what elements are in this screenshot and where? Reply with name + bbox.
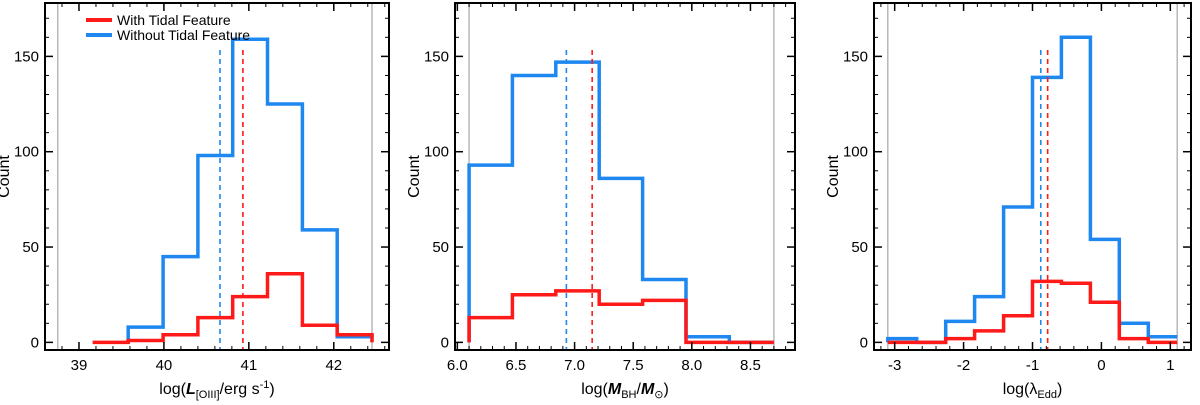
y-tick-label: 150 bbox=[843, 48, 868, 65]
x-tick-label: 7.0 bbox=[564, 357, 585, 374]
x-tick-label: 6.5 bbox=[506, 357, 527, 374]
panel-2: 6.0 6.5 7.0 7.5 8.0 8.5050100150Countlog(MBH/… bbox=[406, 2, 796, 401]
x-label-prefix: log( bbox=[581, 381, 608, 398]
x-tick-label: 0 bbox=[1097, 357, 1105, 374]
x-axis-label: log(MBH/M⊙) bbox=[581, 381, 669, 401]
y-tick-label: 150 bbox=[14, 48, 39, 65]
y-tick-label: 100 bbox=[843, 144, 868, 161]
y-tick-label: 50 bbox=[851, 239, 868, 256]
with-tidal-histogram bbox=[92, 271, 374, 345]
x-label-sub: [OIII] bbox=[196, 389, 220, 401]
with-tidal-histogram bbox=[467, 289, 774, 345]
y-tick-label: 0 bbox=[441, 334, 449, 351]
with-tidal-histogram bbox=[887, 279, 1178, 345]
x-label-main: λ bbox=[1029, 381, 1037, 398]
x-tick-label: -3 bbox=[888, 357, 901, 374]
x-label-main: M bbox=[608, 381, 622, 398]
plot-frame bbox=[44, 2, 390, 351]
x-tick-label: 41 bbox=[241, 357, 258, 374]
y-axis-label: Count bbox=[406, 155, 423, 198]
x-label-sup: -1 bbox=[260, 379, 270, 391]
x-tick-label: 8.5 bbox=[740, 357, 761, 374]
x-tick-label: 42 bbox=[325, 357, 342, 374]
x-label-slash: / bbox=[636, 381, 641, 398]
x-tick-label: -1 bbox=[1026, 357, 1039, 374]
x-label-suffix: ) bbox=[663, 381, 668, 398]
legend-label-with: With Tidal Feature bbox=[117, 12, 231, 28]
panel-1: 39 40 41 42 0 50 100 150 Count log(L[OIII]/erg s-… bbox=[0, 2, 390, 401]
x-axis-label: log(L[OIII]/erg s-1) bbox=[159, 379, 274, 401]
panel-3: -3 -2 -1 0 1 0 50 100 150 Count log(λEdd) bbox=[825, 2, 1192, 401]
x-tick-label: 7.5 bbox=[623, 357, 644, 374]
x-label-suffix: ) bbox=[269, 381, 274, 398]
x-tick-label: -2 bbox=[957, 357, 970, 374]
without-tidal-histogram bbox=[467, 60, 774, 345]
y-tick-label: 100 bbox=[14, 144, 39, 161]
x-label-mid: /erg s bbox=[220, 381, 260, 398]
y-tick-label: 50 bbox=[22, 239, 39, 256]
legend-label-without: Without Tidal Feature bbox=[117, 27, 250, 43]
x-tick-label: 8.0 bbox=[681, 357, 702, 374]
x-tick-label: 39 bbox=[71, 357, 88, 374]
x-label-sub2: ⊙ bbox=[654, 389, 663, 401]
plot-frame bbox=[454, 2, 796, 351]
y-tick-label: 50 bbox=[432, 239, 449, 256]
without-tidal-histogram bbox=[126, 37, 374, 343]
x-label-prefix: log( bbox=[159, 381, 186, 398]
x-label-prefix: log( bbox=[1003, 381, 1030, 398]
x-tick-label: 1 bbox=[1166, 357, 1174, 374]
x-label-sub: Edd bbox=[1037, 389, 1057, 401]
x-tick-label: 6.0 bbox=[447, 357, 468, 374]
x-tick-label: 40 bbox=[156, 357, 173, 374]
x-label-msun: M bbox=[641, 381, 655, 398]
x-axis-label: log(λEdd) bbox=[1003, 381, 1063, 401]
x-label-main: L bbox=[186, 381, 196, 398]
y-tick-label: 0 bbox=[31, 334, 39, 351]
x-label-sub: BH bbox=[621, 389, 636, 401]
y-tick-label: 0 bbox=[860, 334, 868, 351]
y-axis-label: Count bbox=[0, 155, 13, 198]
y-tick-label: 100 bbox=[424, 144, 449, 161]
y-axis-label: Count bbox=[825, 155, 842, 198]
y-tick-label: 150 bbox=[424, 48, 449, 65]
x-label-suffix: ) bbox=[1057, 381, 1062, 398]
